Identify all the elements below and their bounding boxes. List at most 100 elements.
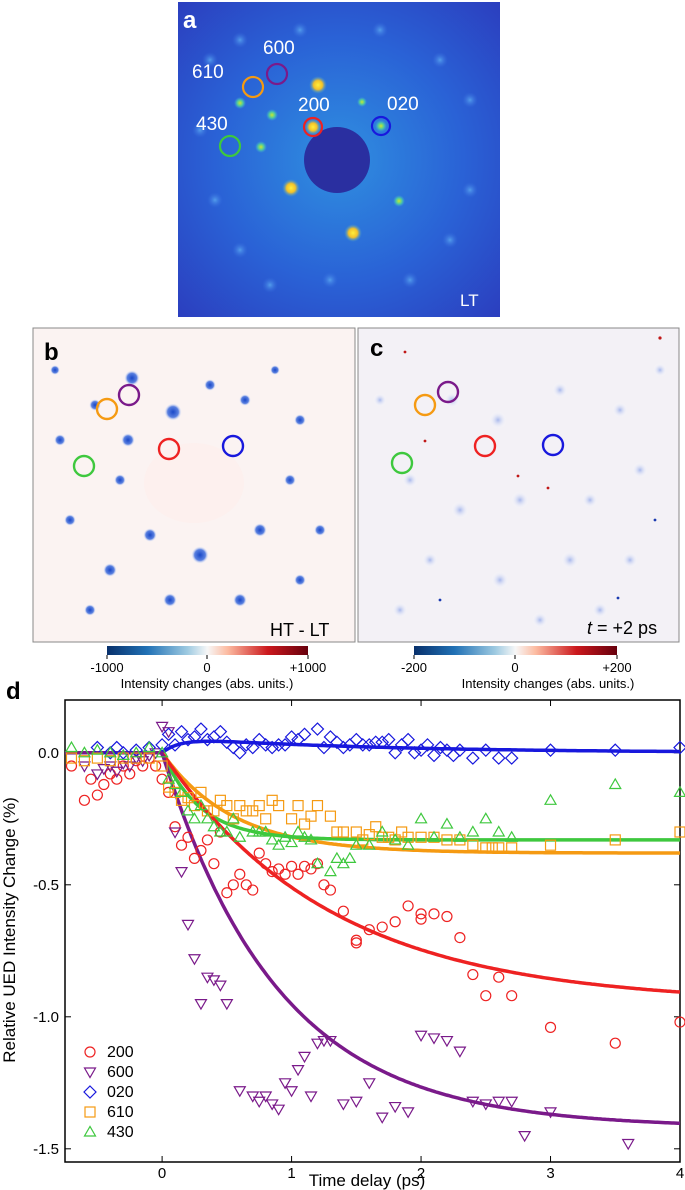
data-point-600 bbox=[259, 1091, 273, 1103]
data-point-200 bbox=[480, 990, 492, 1002]
data-point-020 bbox=[187, 730, 202, 744]
data-point-600 bbox=[466, 1096, 480, 1108]
data-point-610 bbox=[370, 821, 382, 833]
data-point-020 bbox=[155, 738, 169, 752]
data-point-610 bbox=[208, 805, 220, 817]
peak-label-200: 200 bbox=[298, 95, 330, 116]
data-point-430 bbox=[194, 798, 208, 811]
panel-a: a 600 610 200 020 430 LT bbox=[178, 2, 500, 317]
data-point-610 bbox=[130, 752, 142, 764]
peak-circle-020 bbox=[370, 115, 392, 137]
data-point-200 bbox=[376, 921, 388, 933]
data-point-610 bbox=[104, 755, 116, 767]
peak-circles-a bbox=[218, 62, 392, 158]
data-point-600 bbox=[621, 1138, 635, 1151]
noise-dots-c bbox=[403, 336, 662, 602]
peak-circle-600-b bbox=[117, 383, 141, 407]
data-point-200 bbox=[305, 863, 317, 875]
data-point-200 bbox=[506, 990, 518, 1002]
data-point-020 bbox=[252, 732, 267, 747]
y-tick-label: -1.5 bbox=[33, 1141, 59, 1158]
data-point-610 bbox=[486, 842, 498, 854]
peak-circle-600 bbox=[265, 62, 289, 86]
data-point-200 bbox=[318, 879, 330, 891]
legend-marker-430 bbox=[83, 1125, 97, 1137]
data-point-020 bbox=[608, 743, 623, 758]
data-point-430 bbox=[492, 825, 506, 837]
data-point-600 bbox=[440, 1035, 454, 1048]
data-point-610 bbox=[402, 831, 414, 843]
data-point-430 bbox=[64, 740, 79, 753]
data-point-200 bbox=[78, 794, 91, 806]
data-point-430 bbox=[440, 817, 454, 829]
data-point-020 bbox=[453, 743, 467, 758]
x-axis: 0 1 2 3 4 bbox=[158, 700, 684, 1182]
peak-circle-610 bbox=[241, 75, 265, 99]
data-point-610 bbox=[305, 810, 317, 822]
data-point-020 bbox=[168, 738, 182, 752]
data-point-430 bbox=[453, 830, 467, 842]
data-point-020 bbox=[213, 724, 228, 739]
data-point-020 bbox=[174, 724, 189, 739]
panel-letter-c: c bbox=[370, 335, 383, 362]
data-point-430 bbox=[246, 825, 260, 837]
data-point-200 bbox=[279, 868, 291, 880]
panel-letter-b: b bbox=[44, 339, 59, 366]
data-point-430 bbox=[207, 820, 221, 832]
data-point-600 bbox=[278, 1078, 292, 1090]
data-point-020 bbox=[116, 745, 131, 760]
data-point-610 bbox=[91, 752, 103, 764]
panel-c: c t = +2 ps -200 0 +200 Intensity change… bbox=[357, 327, 680, 691]
data-point-610 bbox=[331, 826, 343, 838]
data-point-020 bbox=[478, 743, 493, 758]
data-point-600 bbox=[194, 998, 208, 1011]
colorbar-b-label: Intensity changes (abs. units.) bbox=[121, 676, 294, 691]
y-tick-label: 0.0 bbox=[38, 745, 59, 762]
legend-label-610: 610 bbox=[107, 1104, 134, 1121]
data-point-430 bbox=[226, 812, 240, 824]
data-point-020 bbox=[310, 722, 325, 736]
data-point-020 bbox=[258, 738, 273, 752]
beam-block bbox=[304, 127, 370, 193]
data-point-600 bbox=[349, 1096, 363, 1108]
data-point-020 bbox=[673, 740, 685, 755]
data-point-610 bbox=[467, 839, 479, 851]
data-point-430 bbox=[330, 851, 344, 864]
data-point-610 bbox=[221, 799, 233, 812]
beam-block-b bbox=[144, 443, 244, 523]
data-point-430 bbox=[427, 830, 441, 842]
data-point-610 bbox=[324, 810, 337, 822]
legend-label-020: 020 bbox=[107, 1084, 134, 1101]
data-point-020 bbox=[375, 735, 390, 750]
bright-spots-a bbox=[234, 76, 405, 242]
data-point-600 bbox=[90, 769, 104, 781]
data-point-600 bbox=[362, 1078, 376, 1090]
data-point-430 bbox=[77, 746, 91, 758]
data-point-200 bbox=[389, 916, 401, 928]
data-point-610 bbox=[441, 834, 453, 846]
data-point-430 bbox=[181, 804, 195, 816]
data-point-430 bbox=[375, 825, 389, 837]
data-point-430 bbox=[272, 838, 286, 850]
data-point-430 bbox=[116, 748, 130, 761]
data-point-200 bbox=[124, 768, 136, 780]
data-point-200 bbox=[240, 879, 252, 891]
peak-circle-610-b bbox=[95, 397, 119, 421]
data-point-020 bbox=[161, 727, 176, 742]
data-point-610 bbox=[674, 826, 685, 838]
data-point-200 bbox=[467, 968, 479, 981]
data-point-200 bbox=[350, 934, 362, 946]
data-point-020 bbox=[381, 732, 396, 747]
panel-b: b HT - LT -1000 0 +1000 Intensity change… bbox=[32, 327, 356, 691]
data-point-020 bbox=[388, 745, 403, 760]
data-point-430 bbox=[673, 785, 685, 798]
data-point-430 bbox=[466, 825, 480, 837]
data-point-610 bbox=[195, 786, 207, 799]
data-point-020 bbox=[219, 735, 234, 750]
data-point-020 bbox=[368, 735, 383, 750]
colorbar-c-label: Intensity changes (abs. units.) bbox=[462, 676, 635, 691]
data-point-020 bbox=[543, 743, 558, 758]
data-point-020 bbox=[349, 732, 364, 747]
colorbar-b-mid: 0 bbox=[203, 660, 210, 675]
data-point-610 bbox=[506, 842, 518, 854]
